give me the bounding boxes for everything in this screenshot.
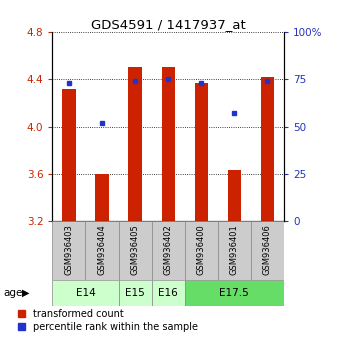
- Bar: [195, 83, 208, 221]
- Bar: [162, 67, 175, 221]
- Legend: transformed count, percentile rank within the sample: transformed count, percentile rank withi…: [18, 309, 198, 332]
- Text: GSM936405: GSM936405: [130, 224, 140, 275]
- Bar: [152, 280, 185, 306]
- Bar: [152, 221, 185, 280]
- Bar: [52, 280, 119, 306]
- Bar: [251, 221, 284, 280]
- Text: E17.5: E17.5: [219, 288, 249, 298]
- Bar: [185, 221, 218, 280]
- Text: GSM936404: GSM936404: [97, 224, 106, 275]
- Text: E15: E15: [125, 288, 145, 298]
- Bar: [119, 280, 152, 306]
- Bar: [218, 221, 251, 280]
- Bar: [261, 77, 274, 221]
- Text: GSM936406: GSM936406: [263, 224, 272, 275]
- Bar: [95, 174, 108, 221]
- Bar: [52, 221, 86, 280]
- Bar: [62, 89, 76, 221]
- Bar: [128, 67, 142, 221]
- Text: GSM936402: GSM936402: [164, 224, 173, 275]
- Bar: [119, 221, 152, 280]
- Text: GSM936401: GSM936401: [230, 224, 239, 275]
- Text: E16: E16: [158, 288, 178, 298]
- Text: ▶: ▶: [22, 288, 29, 298]
- Bar: [228, 170, 241, 221]
- Text: age: age: [3, 288, 23, 298]
- Bar: [86, 221, 119, 280]
- Text: GSM936403: GSM936403: [65, 224, 73, 275]
- Text: E14: E14: [76, 288, 95, 298]
- Title: GDS4591 / 1417937_at: GDS4591 / 1417937_at: [91, 18, 245, 31]
- Bar: [185, 280, 284, 306]
- Text: GSM936400: GSM936400: [197, 224, 206, 275]
